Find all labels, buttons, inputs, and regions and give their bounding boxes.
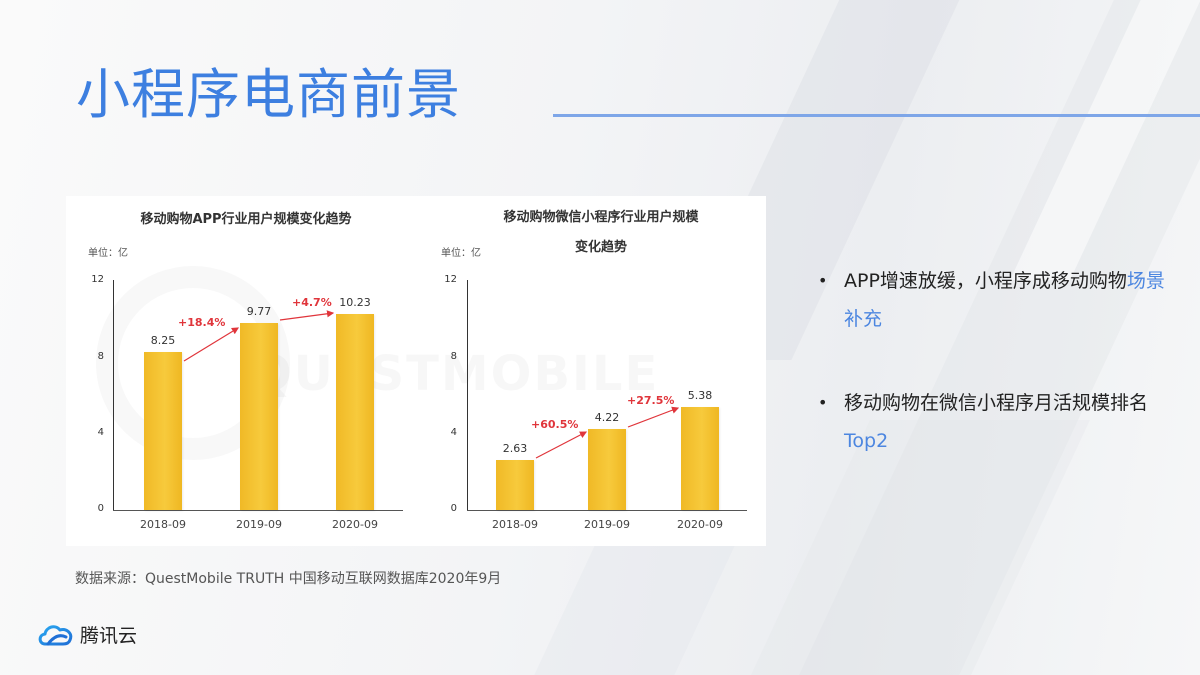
y-tick: 4 bbox=[450, 427, 457, 438]
bullet-item: • APP增速放缓，小程序成移动购物场景补充 bbox=[812, 262, 1172, 338]
bar-value: 10.23 bbox=[339, 296, 371, 309]
bullet-text: 移动购物在微信小程序月活规模排名 bbox=[844, 392, 1149, 414]
chart-title: 移动购物微信小程序行业用户规模 bbox=[503, 210, 699, 225]
bullet-text: APP增速放缓，小程序成移动购物 bbox=[844, 270, 1127, 292]
growth-arrow-icon bbox=[535, 406, 680, 459]
bar-value: 4.22 bbox=[594, 411, 620, 424]
bullet-dot-icon: • bbox=[818, 271, 828, 290]
y-tick: 8 bbox=[97, 351, 104, 362]
bar-value: 5.38 bbox=[687, 389, 713, 402]
tencent-cloud-logo-icon bbox=[38, 625, 73, 646]
key-points-list: • APP增速放缓，小程序成移动购物场景补充 • 移动购物在微信小程序月活规模排… bbox=[812, 262, 1172, 506]
y-axis bbox=[467, 280, 468, 510]
x-axis bbox=[113, 510, 403, 511]
chart-title-line2: 变化趋势 bbox=[574, 240, 627, 255]
bullet-dot-icon: • bbox=[818, 393, 828, 412]
bullet-highlight: Top2 bbox=[844, 430, 889, 452]
chart-title: 移动购物APP行业用户规模变化趋势 bbox=[140, 212, 352, 227]
brand-logo: 腾讯云 bbox=[36, 620, 137, 648]
bar-2018-09 bbox=[144, 352, 182, 510]
chart-image-panel: QUESTMOBILE 移动购物APP行业用户规模变化趋势 单位：亿 12 8 … bbox=[66, 196, 766, 546]
growth-label: +60.5% bbox=[531, 418, 579, 431]
y-tick: 0 bbox=[97, 503, 104, 514]
growth-label: +27.5% bbox=[627, 394, 675, 407]
bar-value: 9.77 bbox=[246, 305, 272, 318]
y-tick: 0 bbox=[450, 503, 457, 514]
x-tick: 2020-09 bbox=[677, 518, 723, 531]
chart-app-users: 移动购物APP行业用户规模变化趋势 单位：亿 12 8 4 0 8.25 9.7… bbox=[66, 196, 406, 546]
bar-2020-09 bbox=[681, 407, 719, 510]
y-axis bbox=[113, 280, 114, 510]
bar-value: 8.25 bbox=[150, 334, 176, 347]
slide-title: 小程序电商前景 bbox=[76, 63, 461, 126]
chart-miniprogram-users: 移动购物微信小程序行业用户规模 变化趋势 单位：亿 12 8 4 0 2.63 … bbox=[421, 196, 766, 546]
bar-value: 2.63 bbox=[502, 442, 528, 455]
x-tick: 2019-09 bbox=[584, 518, 630, 531]
title-divider bbox=[553, 114, 1200, 117]
growth-label: +18.4% bbox=[178, 316, 226, 329]
x-axis bbox=[467, 510, 747, 511]
bar-2018-09 bbox=[496, 460, 534, 510]
x-tick: 2018-09 bbox=[492, 518, 538, 531]
y-tick: 12 bbox=[444, 274, 457, 285]
watermark-text: QUESTMOBILE bbox=[251, 346, 660, 402]
chart-unit: 单位：亿 bbox=[441, 248, 481, 259]
chart-unit: 单位：亿 bbox=[88, 248, 128, 259]
bar-2019-09 bbox=[588, 429, 626, 510]
brand-name: 腾讯云 bbox=[80, 624, 138, 647]
growth-arrow-icon bbox=[183, 310, 335, 362]
bullet-item: • 移动购物在微信小程序月活规模排名 Top2 bbox=[812, 384, 1172, 460]
data-source-note: 数据来源：QuestMobile TRUTH 中国移动互联网数据库2020年9月 bbox=[75, 571, 502, 587]
bar-2020-09 bbox=[336, 314, 374, 510]
growth-label: +4.7% bbox=[292, 296, 332, 309]
x-tick: 2018-09 bbox=[140, 518, 186, 531]
x-tick: 2019-09 bbox=[236, 518, 282, 531]
y-tick: 12 bbox=[91, 274, 104, 285]
y-tick: 4 bbox=[97, 427, 104, 438]
x-tick: 2020-09 bbox=[332, 518, 378, 531]
y-tick: 8 bbox=[450, 351, 457, 362]
bar-2019-09 bbox=[240, 323, 278, 510]
bullet-highlight: 场景补充 bbox=[844, 270, 1165, 330]
